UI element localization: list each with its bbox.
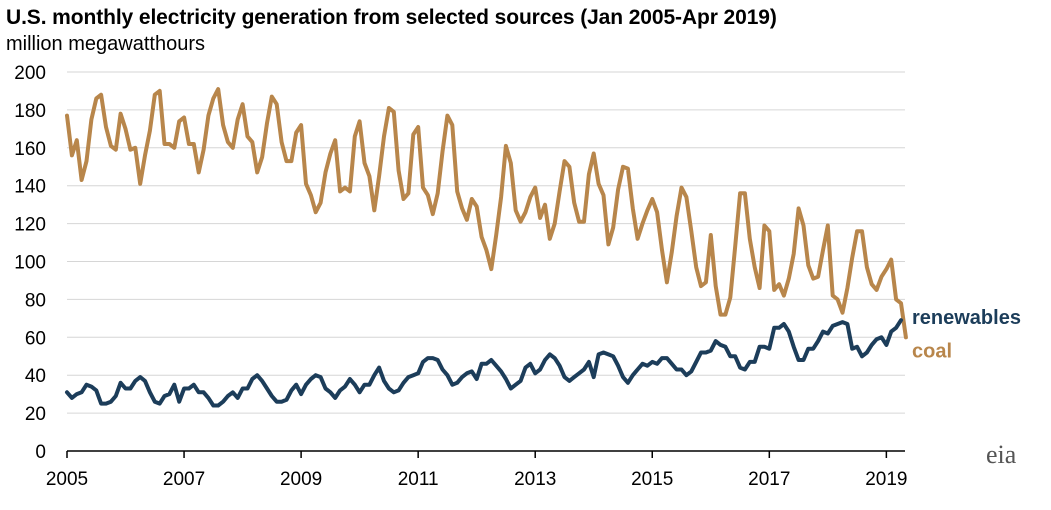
y-tick-label: 0 xyxy=(35,442,46,463)
y-tick-label: 20 xyxy=(25,404,46,425)
y-axis-ticks: 0 20 40 60 80 100 120 140 160 180 200 xyxy=(14,63,46,463)
y-tick-label: 40 xyxy=(25,366,46,387)
x-tick-label: 2005 xyxy=(46,469,88,490)
y-tick-label: 120 xyxy=(14,215,46,236)
x-tick-label: 2007 xyxy=(163,469,205,490)
y-tick-label: 180 xyxy=(14,101,46,122)
gridlines xyxy=(67,71,905,414)
x-axis-ticks: 2005 2007 2009 2011 2013 2015 2017 2019 xyxy=(46,451,908,490)
x-tick-label: 2017 xyxy=(748,469,790,490)
x-tick-label: 2011 xyxy=(398,469,439,490)
y-tick-label: 200 xyxy=(14,63,46,84)
eia-logo: eia xyxy=(986,440,1017,469)
y-tick-label: 160 xyxy=(14,139,46,160)
y-tick-label: 100 xyxy=(14,253,46,274)
series-line-coal xyxy=(65,87,908,340)
y-tick-label: 60 xyxy=(25,328,46,349)
x-tick-label: 2015 xyxy=(631,469,673,490)
series-line-renewables xyxy=(65,318,903,408)
series-lines xyxy=(65,87,908,408)
x-tick-label: 2009 xyxy=(280,469,322,490)
y-axis-label: million megawatthours xyxy=(6,33,205,55)
y-tick-label: 140 xyxy=(14,177,46,198)
series-label-coal: coal xyxy=(912,340,952,362)
x-tick-label: 2013 xyxy=(514,469,556,490)
y-tick-label: 80 xyxy=(25,290,46,311)
chart-title: U.S. monthly electricity generation from… xyxy=(6,6,777,29)
series-label-renewables: renewables xyxy=(912,307,1021,329)
x-tick-label: 2019 xyxy=(865,469,907,490)
